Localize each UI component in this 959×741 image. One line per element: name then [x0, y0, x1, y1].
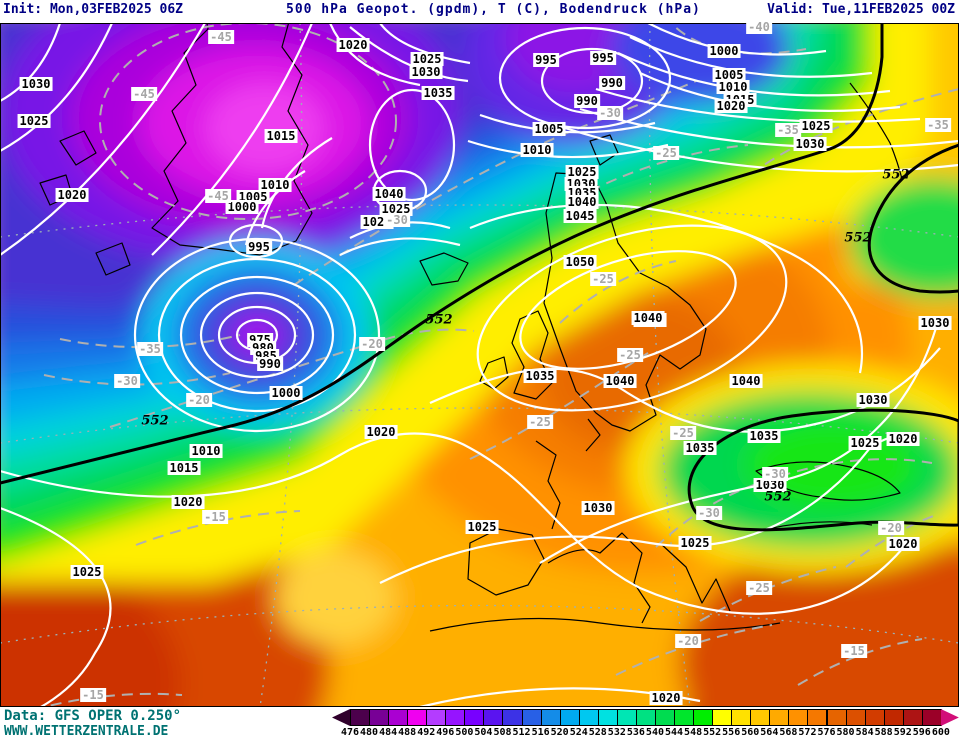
- colorbar-tick-label: 588: [874, 727, 893, 738]
- colorbar: 476 480 484 488 492 496 500 504 508 512 516 520 524 5…: [332, 709, 959, 739]
- colorbar-tick-label: 484: [379, 727, 398, 738]
- colorbar-segment: [921, 709, 942, 726]
- colorbar-tick-label: 492: [417, 727, 436, 738]
- colorbar-tick-label: 524: [569, 727, 588, 738]
- colorbar-tick-label: 540: [645, 727, 664, 738]
- colorbar-segment: [388, 709, 409, 726]
- valid-time: Valid: Tue,11FEB2025 00Z: [767, 2, 955, 17]
- colorbar-tick-label: 556: [722, 727, 741, 738]
- colorbar-segment: [902, 709, 923, 726]
- colorbar-tick-label: 488: [398, 727, 417, 738]
- colorbar-tick-label: 600: [931, 727, 950, 738]
- colorbar-segment: [750, 709, 771, 726]
- colorbar-segment: [693, 709, 714, 726]
- colorbar-segment: [407, 709, 428, 726]
- colorbar-tick-label: 504: [474, 727, 493, 738]
- colorbar-tick-label: 496: [436, 727, 455, 738]
- colorbar-segment: [883, 709, 904, 726]
- colorbar-segment: [597, 709, 618, 726]
- data-source: Data: GFS OPER 0.250°: [4, 708, 182, 724]
- colorbar-tick-label: 480: [360, 727, 379, 738]
- weather-map-svg: [0, 23, 959, 707]
- colorbar-tick-label: 552: [703, 727, 722, 738]
- colorbar-segment: [616, 709, 637, 726]
- colorbar-segment: [540, 709, 561, 726]
- colorbar-segment: [521, 709, 542, 726]
- colorbar-tick-label: 500: [455, 727, 474, 738]
- colorbar-tick-label: 560: [741, 727, 760, 738]
- colorbar-tick-label: 528: [588, 727, 607, 738]
- init-time: Init: Mon,03FEB2025 06Z: [3, 2, 184, 17]
- colorbar-segment: [769, 709, 790, 726]
- pressure-contours: [0, 23, 959, 707]
- colorbar-tick-label: 548: [684, 727, 703, 738]
- colorbar-tick-label: 508: [493, 727, 512, 738]
- colorbar-segment: [369, 709, 390, 726]
- colorbar-segment: [654, 709, 675, 726]
- colorbar-tick-label: 592: [893, 727, 912, 738]
- colorbar-segment: [635, 709, 656, 726]
- colorbar-segment: [464, 709, 485, 726]
- graticule: [0, 23, 959, 707]
- colorbar-tick-label: 564: [760, 727, 779, 738]
- colorbar-tick-label: 580: [836, 727, 855, 738]
- colorbar-tick-label: 544: [664, 727, 684, 738]
- colorbar-tick-label: 520: [550, 727, 569, 738]
- colorbar-segment: [578, 709, 599, 726]
- colorbar-segment: [502, 709, 523, 726]
- colorbar-tick-label: 596: [912, 727, 931, 738]
- colorbar-segment: [845, 709, 866, 726]
- colorbar-segment: [426, 709, 447, 726]
- colorbar-tick-label: 536: [626, 727, 645, 738]
- colorbar-segment: [712, 709, 733, 726]
- map-title: 500 hPa Geopot. (gpdm), T (C), Bodendruc…: [286, 2, 701, 17]
- colorbar-segment: [788, 709, 809, 726]
- colorbar-segment: [864, 709, 885, 726]
- colorbar-tick-label: 584: [855, 727, 874, 738]
- colorbar-segment: [807, 709, 828, 726]
- coastlines: [39, 23, 903, 632]
- map-header: Init: Mon,03FEB2025 06Z 500 hPa Geopot. …: [0, 0, 959, 23]
- website: WWW.WETTERZENTRALE.DE: [4, 724, 169, 739]
- colorbar-segment: [826, 709, 847, 726]
- colorbar-segment: [731, 709, 752, 726]
- colorbar-tick-label: 532: [607, 727, 626, 738]
- colorbar-tick-label: 568: [779, 727, 798, 738]
- colorbar-segment: [350, 709, 371, 726]
- colorbar-tick-label: 512: [512, 727, 531, 738]
- colorbar-tick-label: 572: [798, 727, 817, 738]
- map-canvas: 1030 1025 1020 1015 1010 1005 1000 995 1020 1025 1…: [0, 20, 959, 707]
- colorbar-segment: [559, 709, 580, 726]
- colorbar-arrow-right: [940, 709, 959, 726]
- colorbar-tick-label: 476: [340, 727, 360, 738]
- map-footer: Data: GFS OPER 0.250° WWW.WETTERZENTRALE…: [0, 707, 959, 741]
- colorbar-arrow-left: [332, 709, 350, 726]
- colorbar-tick-label: 576: [817, 727, 836, 738]
- colorbar-segment: [445, 709, 466, 726]
- colorbar-tick-label: 516: [531, 727, 550, 738]
- colorbar-segment: [483, 709, 504, 726]
- colorbar-segment: [674, 709, 695, 726]
